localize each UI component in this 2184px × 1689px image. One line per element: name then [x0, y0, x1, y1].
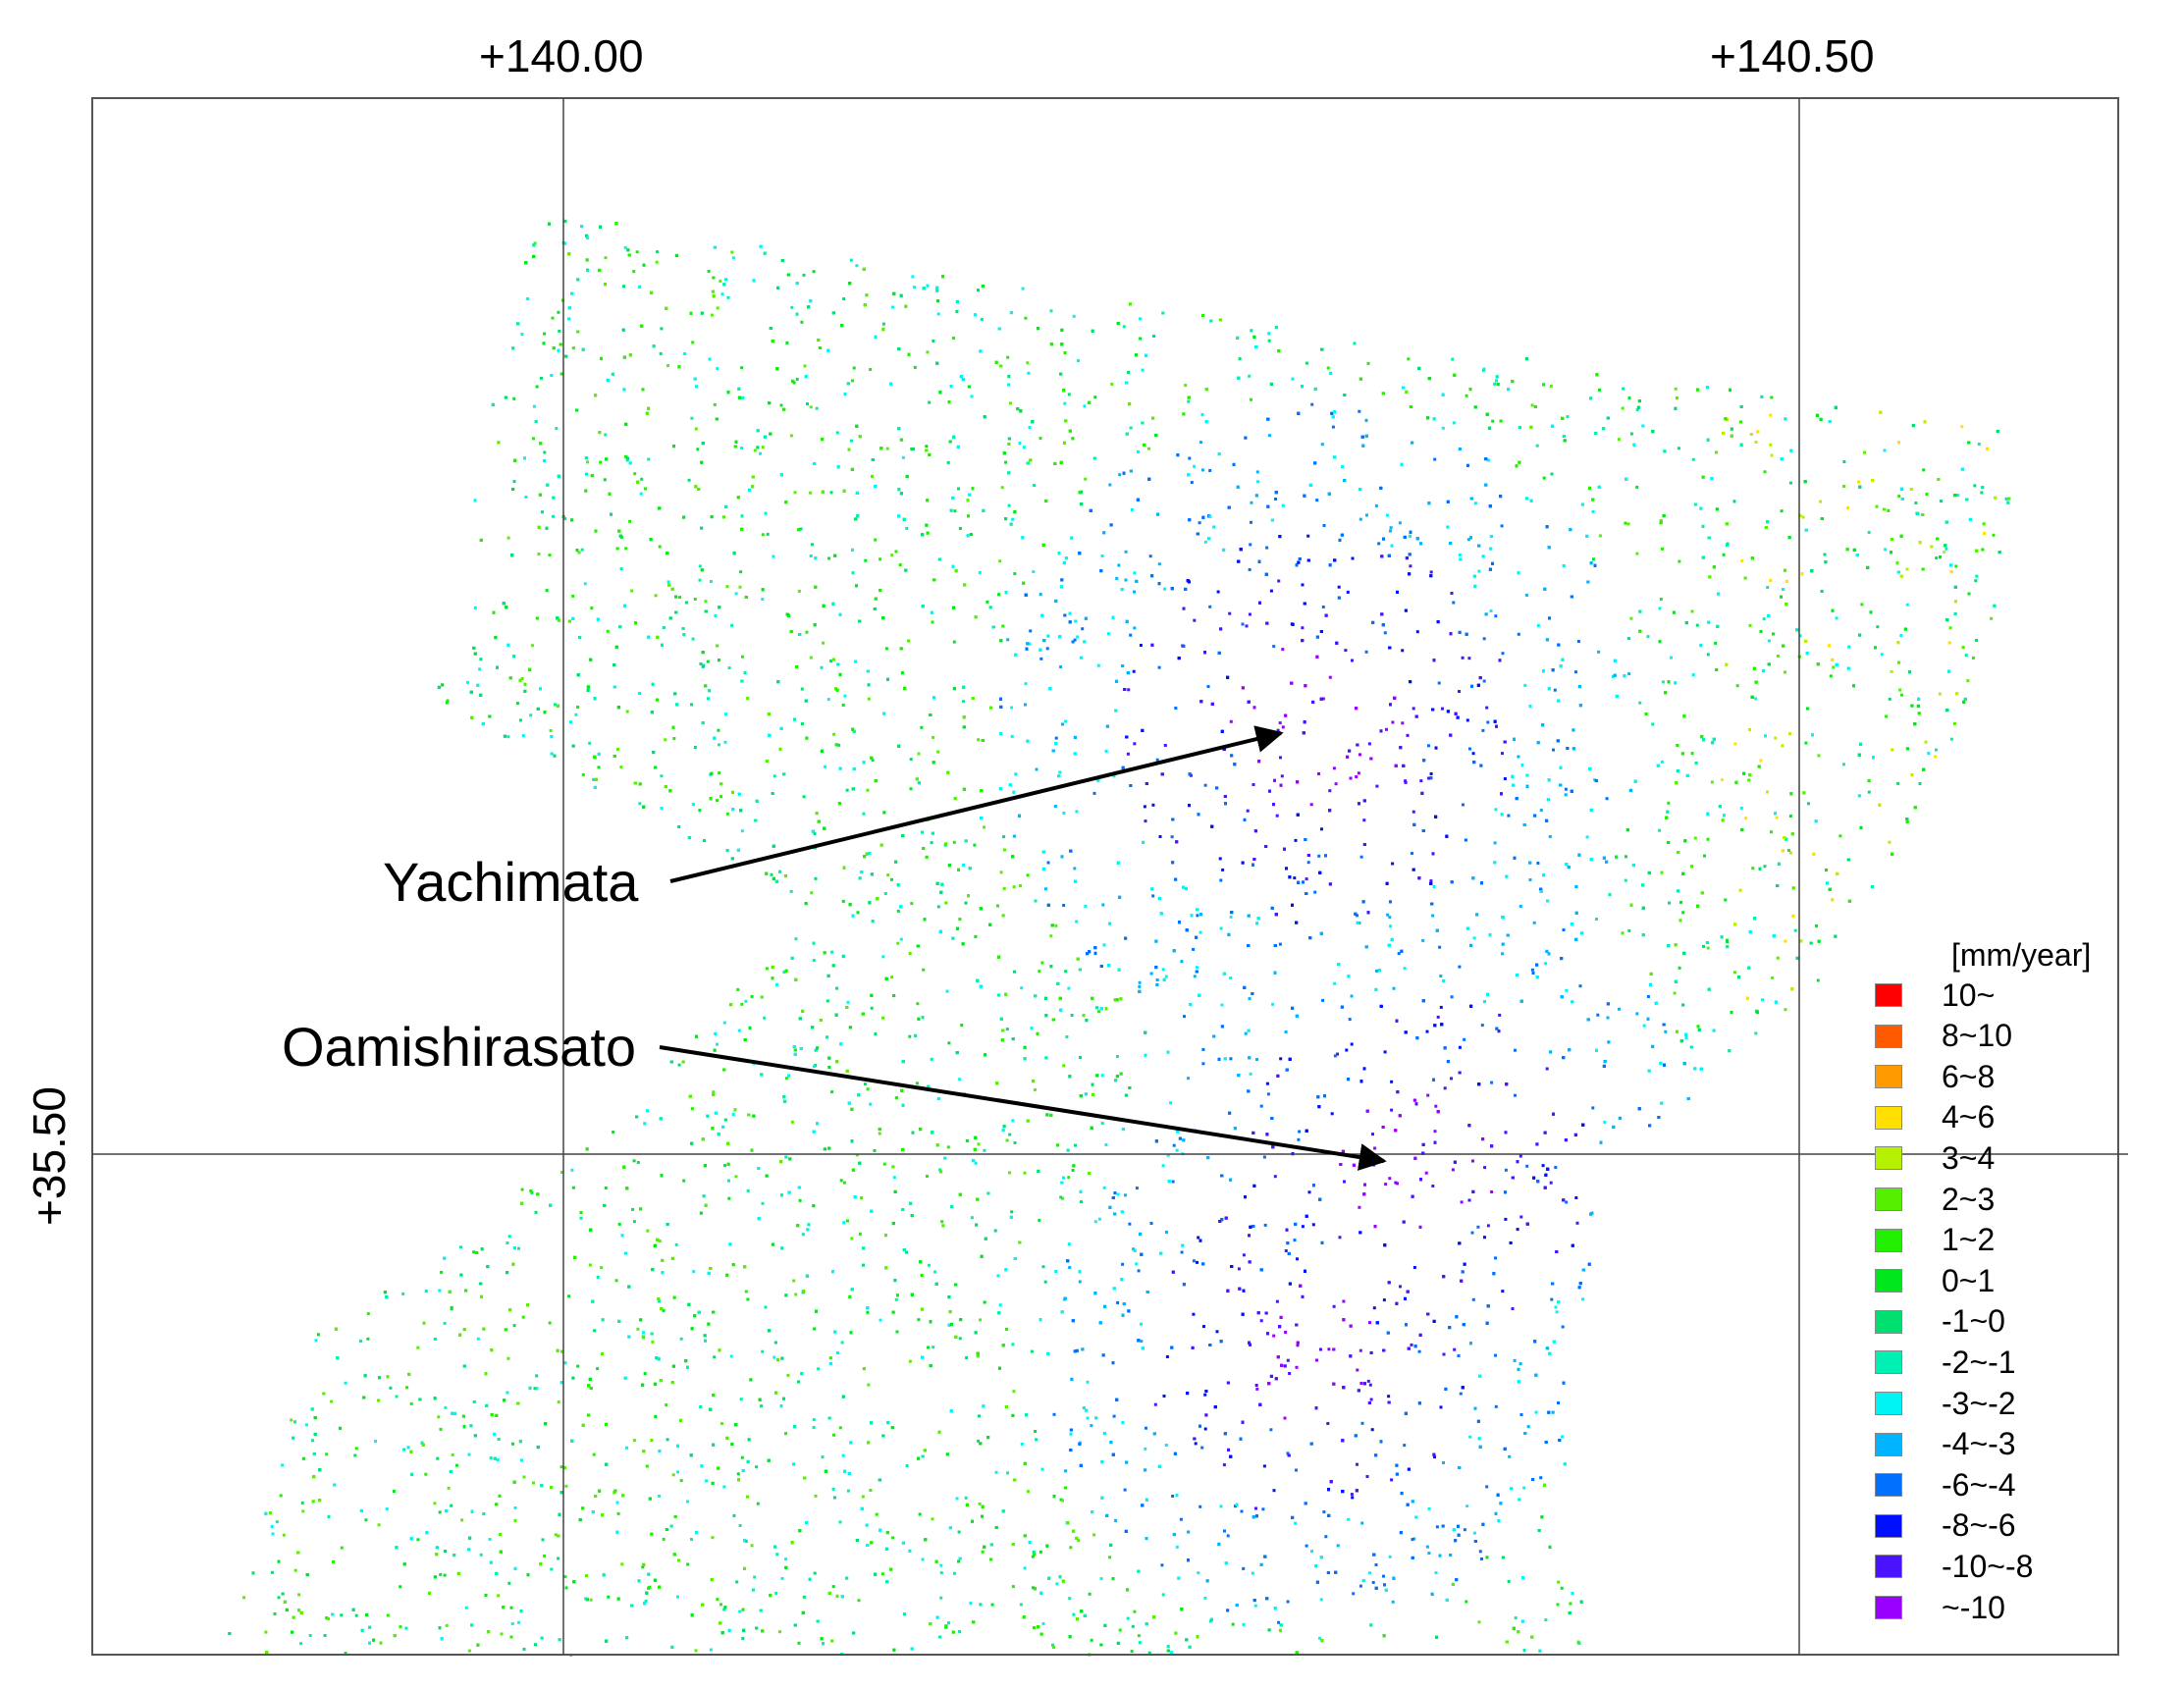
- legend-label: 4~6: [1942, 1099, 1996, 1135]
- legend-label: 2~3: [1942, 1181, 1996, 1217]
- legend-item: 10~: [1875, 976, 1996, 1013]
- legend-label: 1~2: [1942, 1222, 1996, 1258]
- legend-item: 0~1: [1875, 1262, 1996, 1298]
- legend-swatch: [1875, 1350, 1902, 1375]
- legend: [mm/year] 10~ 8~10 6~8 4~6 3~4 2~3 1~2 0~1 -1~0 -…: [1875, 937, 2110, 1625]
- legend-item: -3~-2: [1875, 1385, 2016, 1421]
- legend-swatch: [1875, 1146, 1902, 1171]
- legend-item: -4~-3: [1875, 1426, 2016, 1462]
- legend-label: 6~8: [1942, 1058, 1996, 1094]
- legend-item: ~-10: [1875, 1589, 2005, 1625]
- legend-label: -2~-1: [1942, 1344, 2016, 1380]
- legend-label: -3~-2: [1942, 1385, 2016, 1421]
- legend-swatch: [1875, 1596, 1902, 1619]
- legend-swatch: [1875, 983, 1902, 1007]
- legend-swatch: [1875, 1392, 1902, 1415]
- legend-label: -4~-3: [1942, 1426, 2016, 1462]
- legend-swatch: [1875, 1105, 1902, 1130]
- map-frame: [91, 97, 2119, 1656]
- legend-swatch: [1875, 1309, 1902, 1334]
- legend-item: -8~-6: [1875, 1507, 2016, 1544]
- legend-item: 1~2: [1875, 1222, 1996, 1258]
- legend-item: -2~-1: [1875, 1344, 2016, 1380]
- legend-label: -10~-8: [1942, 1548, 2034, 1584]
- legend-swatch: [1875, 1432, 1902, 1456]
- place-label-oamishirasato: Oamishirasato: [282, 1016, 637, 1078]
- legend-item: -1~0: [1875, 1303, 2005, 1340]
- legend-item: -10~-8: [1875, 1548, 2034, 1584]
- lon-label-140-50: +140.50: [1710, 30, 1875, 81]
- lat-label-35-50: +35.50: [24, 1086, 75, 1226]
- legend-label: -6~-4: [1942, 1466, 2016, 1503]
- displacement-points: [228, 219, 2011, 1657]
- legend-item: 8~10: [1875, 1018, 2013, 1054]
- legend-label: ~-10: [1942, 1589, 2005, 1625]
- legend-swatch: [1875, 1555, 1902, 1579]
- yachimata-arrow: [669, 725, 1284, 883]
- legend-label: -1~0: [1942, 1303, 2005, 1340]
- legend-label: 8~10: [1942, 1018, 2013, 1054]
- legend-item: 4~6: [1875, 1099, 1996, 1135]
- legend-swatch: [1875, 1065, 1902, 1089]
- legend-title: [mm/year]: [1951, 937, 2092, 973]
- legend-label: 0~1: [1942, 1262, 1996, 1298]
- legend-item: 2~3: [1875, 1181, 1996, 1217]
- legend-swatch: [1875, 1228, 1902, 1252]
- legend-swatch: [1875, 1188, 1902, 1211]
- oamishirasato-arrow: [659, 1045, 1387, 1171]
- legend-label: 3~4: [1942, 1139, 1996, 1176]
- legend-item: 6~8: [1875, 1058, 1996, 1094]
- legend-label: -8~-6: [1942, 1507, 2016, 1544]
- legend-swatch: [1875, 1269, 1902, 1293]
- legend-swatch: [1875, 1513, 1902, 1538]
- legend-label: 10~: [1942, 976, 1996, 1013]
- legend-swatch: [1875, 1473, 1902, 1498]
- legend-item: -6~-4: [1875, 1466, 2016, 1503]
- legend-swatch: [1875, 1024, 1902, 1048]
- lon-label-140-00: +140.00: [479, 30, 644, 81]
- legend-item: 3~4: [1875, 1139, 1996, 1176]
- place-label-yachimata: Yachimata: [383, 851, 639, 913]
